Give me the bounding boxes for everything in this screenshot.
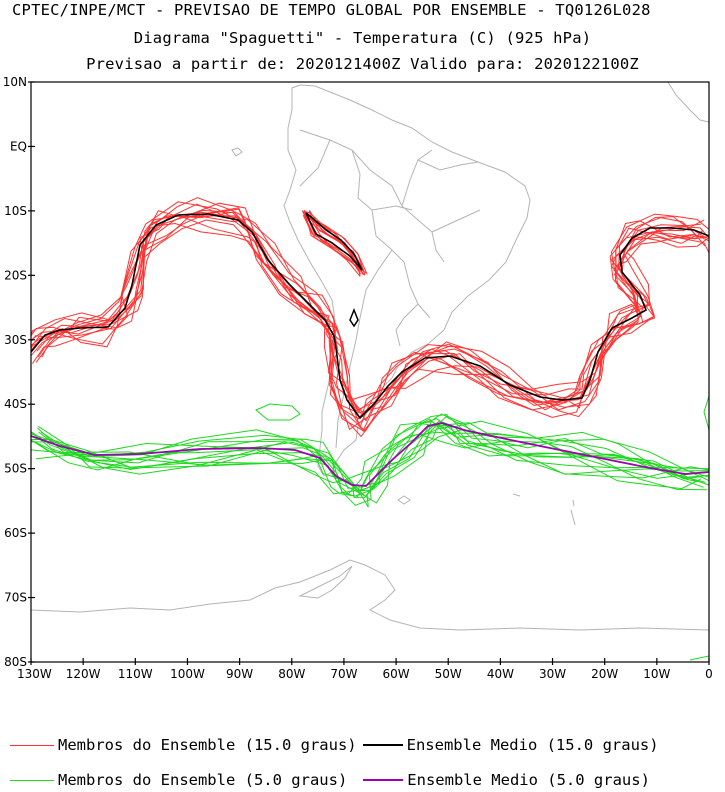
lon-axis: 130W 120W 110W 100W 90W 80W 70W 60W 50W 40W 30W 20W… [17,658,713,681]
members-5-lines [31,395,709,661]
lon-label: 60W [383,667,410,681]
lon-label: 120W [66,667,101,681]
lon-label: 0 [705,667,713,681]
member-5-line [31,431,709,495]
legend-row-2: Membros do Ensemble (5.0 graus) Ensemble… [10,769,650,791]
lat-label: 10N [3,75,27,89]
plot-frame [30,81,710,663]
member-15-line [31,215,706,412]
title-line-2: Diagrama "Spaguetti" - Temperatura (C) (… [133,29,592,47]
mean-15-andes-loop [305,212,363,328]
member-5-line [40,418,698,504]
lon-label: 50W [435,667,462,681]
lon-label: 20W [591,667,618,681]
lat-axis: 10N EQ 10S 20S 30S 40S 50S 60S 70S 80S [3,75,35,669]
title-line-1: CPTEC/INPE/MCT - PREVISAO DE TEMPO GLOBA… [12,1,651,19]
lat-label: 50S [4,462,27,476]
lat-label: 10S [4,204,27,218]
lon-label: 80W [278,667,305,681]
member-15-line [31,203,708,432]
member-15-line [31,222,709,418]
member-5-loop [255,403,301,421]
member-15-andes-line [301,210,368,275]
legend-row-1: Membros do Ensemble (15.0 graus) Ensembl… [10,734,659,756]
legend-mean-5-label: Ensemble Medio (5.0 graus) [407,771,650,789]
member-15-line [31,209,709,438]
legend-members-15: Membros do Ensemble (15.0 graus) [10,736,357,754]
member-15-line [31,211,704,432]
lon-label: 40W [487,667,514,681]
south-sandwich-islands [570,499,576,526]
purple-swatch [363,779,404,781]
member-15-line [31,201,701,422]
lon-label: 110W [118,667,153,681]
red-swatch [10,744,54,746]
lon-label: 90W [226,667,253,681]
legend-mean-15: Ensemble Medio (15.0 graus) [362,736,659,754]
lon-label: 70W [330,667,357,681]
member-5-line [31,413,709,489]
south-america-coast [283,84,531,477]
legend-members-5-label: Membros do Ensemble (5.0 graus) [58,771,348,789]
members-15-lines [31,197,709,438]
legend-members-15-label: Membros do Ensemble (15.0 graus) [58,736,357,754]
title-line-3: Previsao a partir de: 2020121400Z Valido… [86,55,639,73]
caribbean-islands [231,147,243,157]
mean-15-line [31,213,709,420]
member-5-line [31,422,709,492]
lat-label: EQ [10,139,27,153]
lat-label: 20S [4,268,27,282]
coastlines [31,82,709,631]
antarctica-coast [31,559,709,631]
lat-label: 70S [4,591,27,605]
member-15-line [36,215,707,414]
black-swatch [362,744,403,746]
legend-mean-15-label: Ensemble Medio (15.0 graus) [406,736,659,754]
legend-members-5: Membros do Ensemble (5.0 graus) [10,771,347,789]
lon-label: 100W [170,667,205,681]
member-15-line [31,210,709,403]
legend-mean-5: Ensemble Medio (5.0 graus) [363,771,650,789]
antarctic-peninsula [298,565,353,599]
lat-label: 60S [4,526,27,540]
member-5-edge [689,395,709,661]
member-5-line [31,420,709,497]
lon-label: 30W [539,667,566,681]
country-borders [299,129,481,449]
africa-coast [667,82,709,123]
lon-label: 130W [17,667,52,681]
lat-label: 30S [4,333,27,347]
lat-label: 80S [4,655,27,669]
lon-label: 10W [643,667,670,681]
mean-5-line [31,422,709,487]
falkland-islands [397,495,411,505]
member-5-line [31,426,709,498]
south-georgia [512,493,521,497]
green-swatch [10,779,54,781]
lat-label: 40S [4,397,27,411]
